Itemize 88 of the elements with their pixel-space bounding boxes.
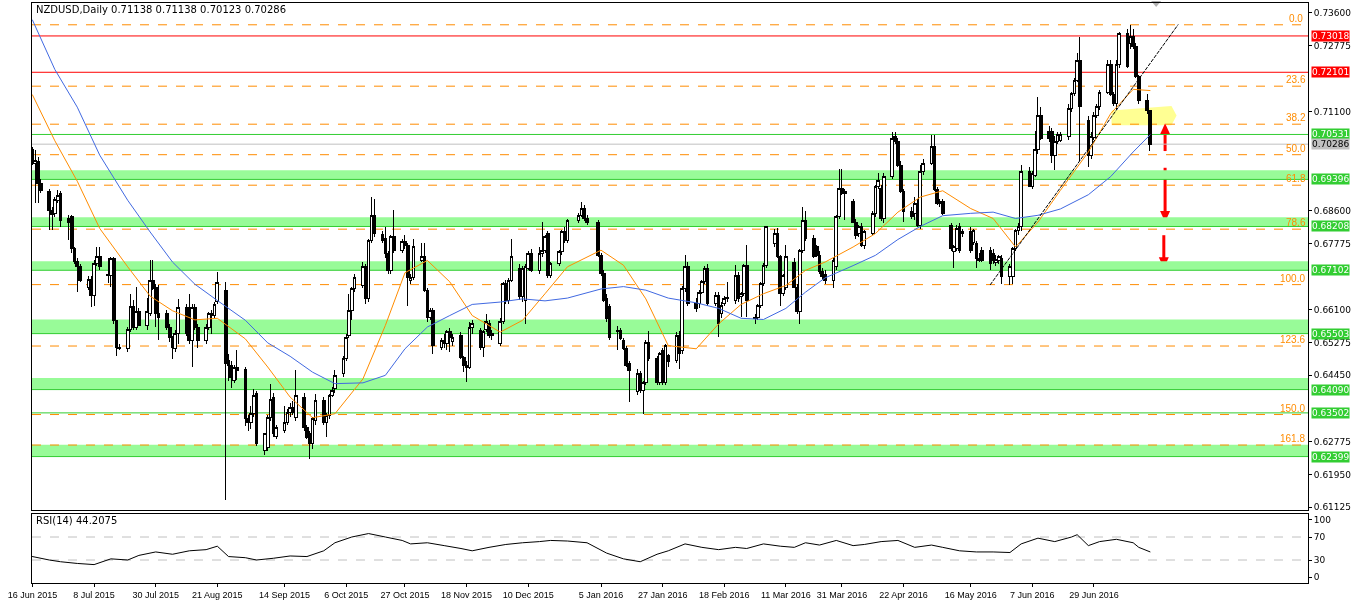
candlestick xyxy=(156,284,161,341)
chart-title: NZDUSD,Daily 0.71138 0.71138 0.70123 0.70286 xyxy=(36,4,287,15)
ref-line-label: 0.62399 xyxy=(1312,452,1350,462)
x-tick-label: 31 Mar 2016 xyxy=(816,589,868,600)
candlestick xyxy=(106,257,110,284)
x-tick-label: 29 Jun 2016 xyxy=(1069,589,1119,600)
y-tick-label: 30 xyxy=(1313,555,1326,566)
candlestick xyxy=(400,238,404,254)
candlestick xyxy=(442,333,447,349)
x-tick-label: 8 Jul 2015 xyxy=(73,589,115,600)
x-tick-label: 27 Oct 2015 xyxy=(380,589,430,600)
ref-line-label: 0.70286 xyxy=(1312,139,1350,149)
y-tick-label: 0.66100 xyxy=(1313,305,1352,316)
annotation: 100.0 xyxy=(1280,273,1306,284)
ref-line-label: 0.64090 xyxy=(1312,385,1350,395)
candlestick xyxy=(529,248,533,273)
y-tick-label: 0 xyxy=(1313,572,1320,583)
x-tick-label: 21 Aug 2015 xyxy=(192,589,243,600)
candlestick xyxy=(223,281,228,501)
candlestick xyxy=(447,327,452,353)
ref-line-label: 0.69396 xyxy=(1312,174,1350,184)
annotation: 78.6 xyxy=(1286,217,1306,228)
y-tick-label: 0.67775 xyxy=(1313,238,1352,249)
candlestick xyxy=(445,329,449,351)
annotation: 0.0 xyxy=(1289,13,1304,24)
ref-line-label: 0.73018 xyxy=(1312,31,1350,41)
ref-line-label: 0.70531 xyxy=(1312,129,1350,139)
candlestick xyxy=(1019,164,1023,232)
y-tick-label: 100 xyxy=(1313,514,1332,525)
x-tick-label: 6 Oct 2015 xyxy=(324,589,369,600)
x-tick-label: 5 Jan 2016 xyxy=(578,589,624,600)
y-tick-label: 0.61125 xyxy=(1313,502,1352,513)
candlestick xyxy=(823,269,827,285)
candlestick xyxy=(565,218,570,244)
candlestick xyxy=(1106,59,1110,95)
candlestick xyxy=(980,246,984,263)
candlestick xyxy=(439,337,444,351)
annotation: 150.0 xyxy=(1280,403,1306,414)
x-tick-label: 18 Feb 2016 xyxy=(699,589,750,600)
candlestick xyxy=(254,390,259,447)
candlestick xyxy=(635,368,640,396)
ref-line-label: 0.72101 xyxy=(1312,67,1350,77)
candlestick xyxy=(134,286,138,331)
y-tick-label: 0.71100 xyxy=(1313,107,1352,118)
annotation: 23.6 xyxy=(1286,74,1306,85)
x-tick-label: 16 May 2016 xyxy=(944,589,997,600)
candlestick xyxy=(812,234,816,259)
y-tick-label: 0.64450 xyxy=(1313,370,1352,381)
candlestick xyxy=(957,222,962,254)
candlestick xyxy=(725,281,729,303)
x-tick-label: 18 Nov 2015 xyxy=(441,589,493,600)
x-tick-label: 16 Jun 2015 xyxy=(7,589,58,600)
y-tick-label: 0.73600 xyxy=(1313,8,1352,19)
x-tick-label: 10 Dec 2015 xyxy=(502,589,554,600)
y-tick-label: 0.68600 xyxy=(1313,206,1352,217)
y-tick-label: 0.61950 xyxy=(1313,469,1352,480)
candlestick xyxy=(282,405,287,434)
candlestick xyxy=(733,264,738,305)
candlestick xyxy=(663,343,668,386)
candlestick xyxy=(1058,131,1063,143)
ref-line-label: 0.67102 xyxy=(1312,265,1350,275)
chart-title: RSI(14) 44.2075 xyxy=(36,515,118,526)
x-tick-label: 14 Sep 2015 xyxy=(259,589,311,600)
x-tick-label: 11 Mar 2016 xyxy=(760,589,811,600)
candlestick xyxy=(243,366,248,427)
candlestick xyxy=(333,369,337,394)
ref-line-label: 0.63502 xyxy=(1312,408,1350,418)
x-tick-label: 27 Jan 2016 xyxy=(637,589,688,600)
line-series xyxy=(32,19,1151,385)
candlestick xyxy=(882,172,886,224)
ref-line-label: 0.68208 xyxy=(1312,221,1350,231)
annotation: 61.8 xyxy=(1286,173,1306,184)
y-tick-label: 0.62775 xyxy=(1313,436,1352,447)
x-tick-label: 22 Apr 2016 xyxy=(879,589,928,600)
annotation: 123.6 xyxy=(1280,334,1306,345)
candlestick xyxy=(616,325,620,351)
annotation: 50.0 xyxy=(1286,143,1306,154)
annotation: 38.2 xyxy=(1286,112,1306,123)
annotation: 161.8 xyxy=(1280,433,1306,444)
x-tick-label: 30 Jul 2015 xyxy=(132,589,179,600)
y-tick-label: 0.65275 xyxy=(1313,337,1352,348)
candlestick xyxy=(431,307,435,355)
x-tick-label: 7 Jun 2016 xyxy=(1010,589,1055,600)
candlestick xyxy=(235,349,239,381)
y-tick-label: 70 xyxy=(1313,532,1326,543)
y-tick-label: 0.72775 xyxy=(1313,40,1352,51)
ref-line-label: 0.65503 xyxy=(1312,329,1350,339)
candlestick xyxy=(1078,36,1082,162)
